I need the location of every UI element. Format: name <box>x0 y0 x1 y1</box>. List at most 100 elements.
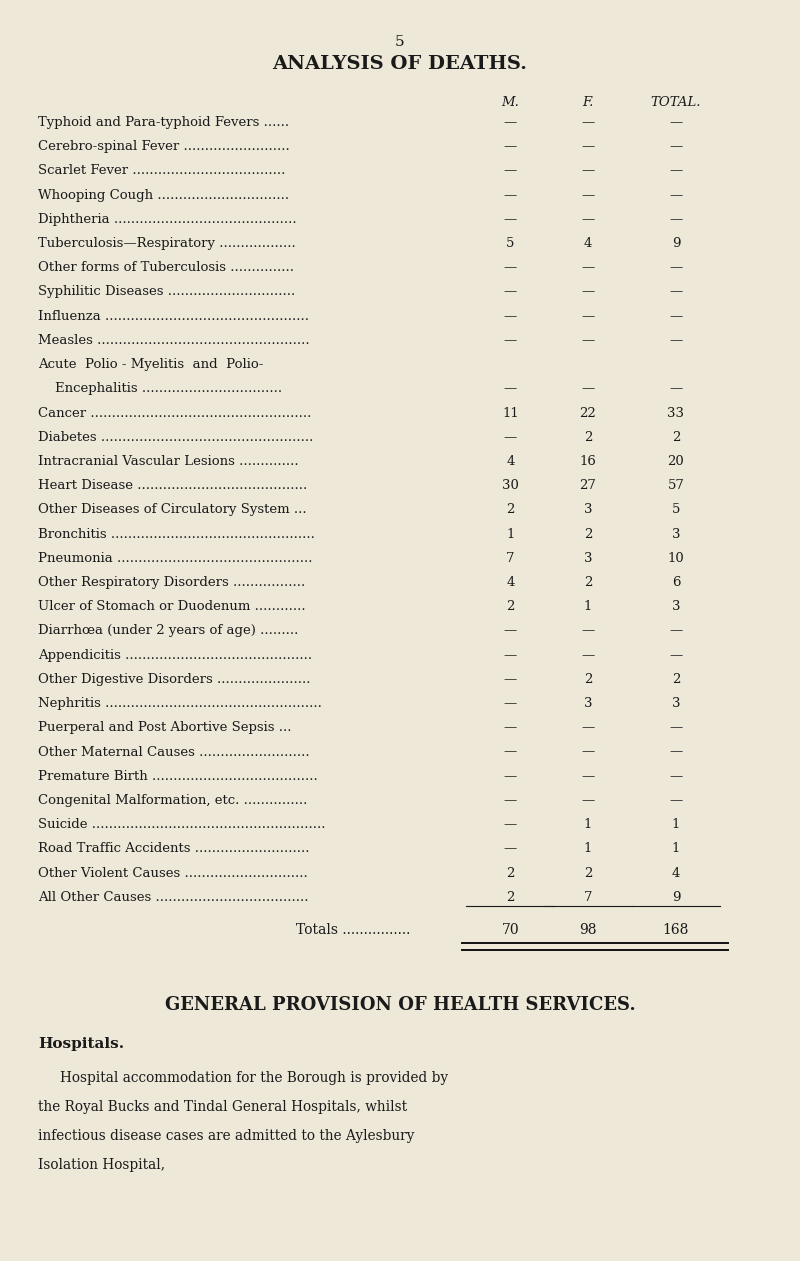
Text: Hospital accommodation for the Borough is provided by: Hospital accommodation for the Borough i… <box>60 1072 448 1086</box>
Text: Road Traffic Accidents ...........................: Road Traffic Accidents .................… <box>38 842 310 855</box>
Text: 10: 10 <box>668 552 684 565</box>
Text: M.: M. <box>502 96 519 108</box>
Text: —: — <box>504 310 517 323</box>
Text: Scarlet Fever ....................................: Scarlet Fever ..........................… <box>38 164 286 178</box>
Text: Other forms of Tuberculosis ...............: Other forms of Tuberculosis ............… <box>38 261 294 275</box>
Text: —: — <box>582 769 594 783</box>
Text: —: — <box>504 285 517 299</box>
Text: —: — <box>582 745 594 759</box>
Text: 11: 11 <box>502 406 518 420</box>
Text: Cerebro-spinal Fever .........................: Cerebro-spinal Fever ...................… <box>38 140 290 154</box>
Text: —: — <box>670 382 682 396</box>
Text: —: — <box>670 624 682 638</box>
Text: infectious disease cases are admitted to the Aylesbury: infectious disease cases are admitted to… <box>38 1130 414 1144</box>
Text: —: — <box>670 140 682 154</box>
Text: —: — <box>504 842 517 855</box>
Text: —: — <box>582 140 594 154</box>
Text: 1: 1 <box>584 818 592 831</box>
Text: —: — <box>504 334 517 347</box>
Text: 1: 1 <box>584 600 592 613</box>
Text: 57: 57 <box>667 479 685 492</box>
Text: 2: 2 <box>506 503 514 517</box>
Text: —: — <box>582 116 594 129</box>
Text: 6: 6 <box>672 576 680 589</box>
Text: —: — <box>582 189 594 202</box>
Text: —: — <box>582 285 594 299</box>
Text: 5: 5 <box>506 237 514 250</box>
Text: 5: 5 <box>672 503 680 517</box>
Text: Intracranial Vascular Lesions ..............: Intracranial Vascular Lesions ..........… <box>38 455 299 468</box>
Text: 2: 2 <box>584 673 592 686</box>
Text: Diarrhœa (under 2 years of age) .........: Diarrhœa (under 2 years of age) ........… <box>38 624 298 638</box>
Text: F.: F. <box>582 96 594 108</box>
Text: —: — <box>670 794 682 807</box>
Text: Typhoid and Para-typhoid Fevers ......: Typhoid and Para-typhoid Fevers ...... <box>38 116 290 129</box>
Text: —: — <box>504 818 517 831</box>
Text: 98: 98 <box>579 923 597 937</box>
Text: —: — <box>504 769 517 783</box>
Text: 7: 7 <box>506 552 514 565</box>
Text: Diabetes ..................................................: Diabetes ...............................… <box>38 431 314 444</box>
Text: —: — <box>582 310 594 323</box>
Text: —: — <box>504 794 517 807</box>
Text: 27: 27 <box>579 479 597 492</box>
Text: Encephalitis .................................: Encephalitis ...........................… <box>38 382 282 396</box>
Text: 3: 3 <box>584 697 592 710</box>
Text: Appendicitis ............................................: Appendicitis ...........................… <box>38 648 313 662</box>
Text: 3: 3 <box>672 600 680 613</box>
Text: Tuberculosis—Respiratory ..................: Tuberculosis—Respiratory ...............… <box>38 237 296 250</box>
Text: 9: 9 <box>672 237 680 250</box>
Text: —: — <box>670 285 682 299</box>
Text: 2: 2 <box>672 431 680 444</box>
Text: —: — <box>670 769 682 783</box>
Text: GENERAL PROVISION OF HEALTH SERVICES.: GENERAL PROVISION OF HEALTH SERVICES. <box>165 996 635 1014</box>
Text: 70: 70 <box>502 923 519 937</box>
Text: Hospitals.: Hospitals. <box>38 1038 125 1052</box>
Text: —: — <box>582 382 594 396</box>
Text: Other Diseases of Circulatory System ...: Other Diseases of Circulatory System ... <box>38 503 307 517</box>
Text: 2: 2 <box>506 866 514 880</box>
Text: 2: 2 <box>584 866 592 880</box>
Text: All Other Causes ....................................: All Other Causes .......................… <box>38 890 309 904</box>
Text: Whooping Cough ...............................: Whooping Cough .........................… <box>38 189 290 202</box>
Text: —: — <box>504 189 517 202</box>
Text: —: — <box>670 116 682 129</box>
Text: —: — <box>670 189 682 202</box>
Text: Other Violent Causes .............................: Other Violent Causes ...................… <box>38 866 308 880</box>
Text: Influenza ................................................: Influenza ..............................… <box>38 310 310 323</box>
Text: 4: 4 <box>672 866 680 880</box>
Text: 5: 5 <box>395 35 405 49</box>
Text: TOTAL.: TOTAL. <box>650 96 702 108</box>
Text: 1: 1 <box>672 818 680 831</box>
Text: 3: 3 <box>584 552 592 565</box>
Text: —: — <box>670 261 682 275</box>
Text: Acute  Polio - Myelitis  and  Polio-: Acute Polio - Myelitis and Polio- <box>38 358 264 371</box>
Text: —: — <box>504 745 517 759</box>
Text: Isolation Hospital,: Isolation Hospital, <box>38 1159 166 1173</box>
Text: 4: 4 <box>506 455 514 468</box>
Text: 20: 20 <box>668 455 684 468</box>
Text: 1: 1 <box>506 527 514 541</box>
Text: Heart Disease ........................................: Heart Disease ..........................… <box>38 479 308 492</box>
Text: —: — <box>582 213 594 226</box>
Text: Pneumonia ..............................................: Pneumonia ..............................… <box>38 552 313 565</box>
Text: —: — <box>504 431 517 444</box>
Text: 168: 168 <box>663 923 689 937</box>
Text: Premature Birth .......................................: Premature Birth ........................… <box>38 769 318 783</box>
Text: 3: 3 <box>672 527 680 541</box>
Text: —: — <box>504 721 517 734</box>
Text: —: — <box>670 745 682 759</box>
Text: Congenital Malformation, etc. ...............: Congenital Malformation, etc. ..........… <box>38 794 308 807</box>
Text: Nephritis ...................................................: Nephritis ..............................… <box>38 697 322 710</box>
Text: 7: 7 <box>584 890 592 904</box>
Text: —: — <box>670 164 682 178</box>
Text: —: — <box>670 721 682 734</box>
Text: —: — <box>504 213 517 226</box>
Text: the Royal Bucks and Tindal General Hospitals, whilst: the Royal Bucks and Tindal General Hospi… <box>38 1101 407 1115</box>
Text: 22: 22 <box>580 406 596 420</box>
Text: —: — <box>582 721 594 734</box>
Text: 2: 2 <box>506 600 514 613</box>
Text: Syphilitic Diseases ..............................: Syphilitic Diseases ....................… <box>38 285 296 299</box>
Text: Cancer ....................................................: Cancer .................................… <box>38 406 312 420</box>
Text: —: — <box>670 310 682 323</box>
